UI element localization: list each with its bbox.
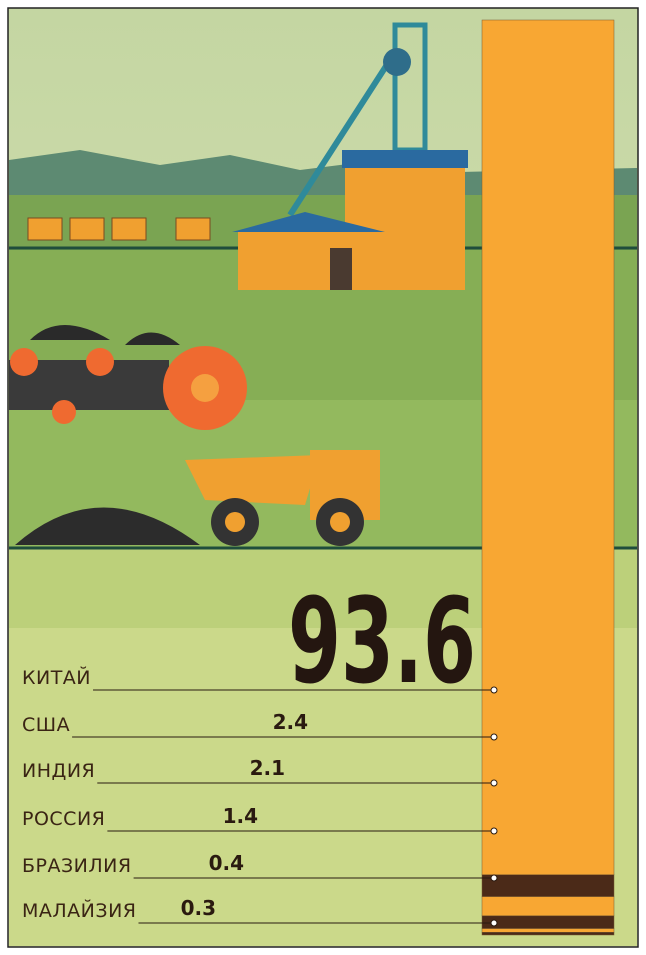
value-label: 2.1 <box>250 756 285 780</box>
bar-segment <box>482 929 614 933</box>
bar-segment <box>482 20 614 875</box>
category-label: США <box>22 714 70 736</box>
bar-segment <box>482 875 614 897</box>
leader-dot <box>491 920 497 926</box>
category-label: БРАЗИЛИЯ <box>22 855 132 877</box>
leader-dot <box>491 687 497 693</box>
category-label: РОССИЯ <box>22 808 105 830</box>
category-label: ИНДИЯ <box>22 760 95 782</box>
bar-segment <box>482 932 614 935</box>
leader-dot <box>491 780 497 786</box>
leader-dot <box>491 734 497 740</box>
bar-segment <box>482 916 614 929</box>
value-label: 0.4 <box>209 851 244 875</box>
category-label: КИТАЙ <box>22 666 91 689</box>
leader-dot <box>491 828 497 834</box>
value-label: 93.6 <box>288 572 476 710</box>
infographic: КИТАЙ 93.6 США 2.4 ИНДИЯ 2.1 РОССИЯ 1.4 БРАЗИЛИЯ… <box>0 0 646 955</box>
value-label: 2.4 <box>273 710 308 734</box>
value-label: 0.3 <box>181 896 216 920</box>
value-label: 1.4 <box>223 804 258 828</box>
bar-segment <box>482 897 614 916</box>
category-label: МАЛАЙЗИЯ <box>22 899 136 922</box>
leader-dot <box>491 875 497 881</box>
